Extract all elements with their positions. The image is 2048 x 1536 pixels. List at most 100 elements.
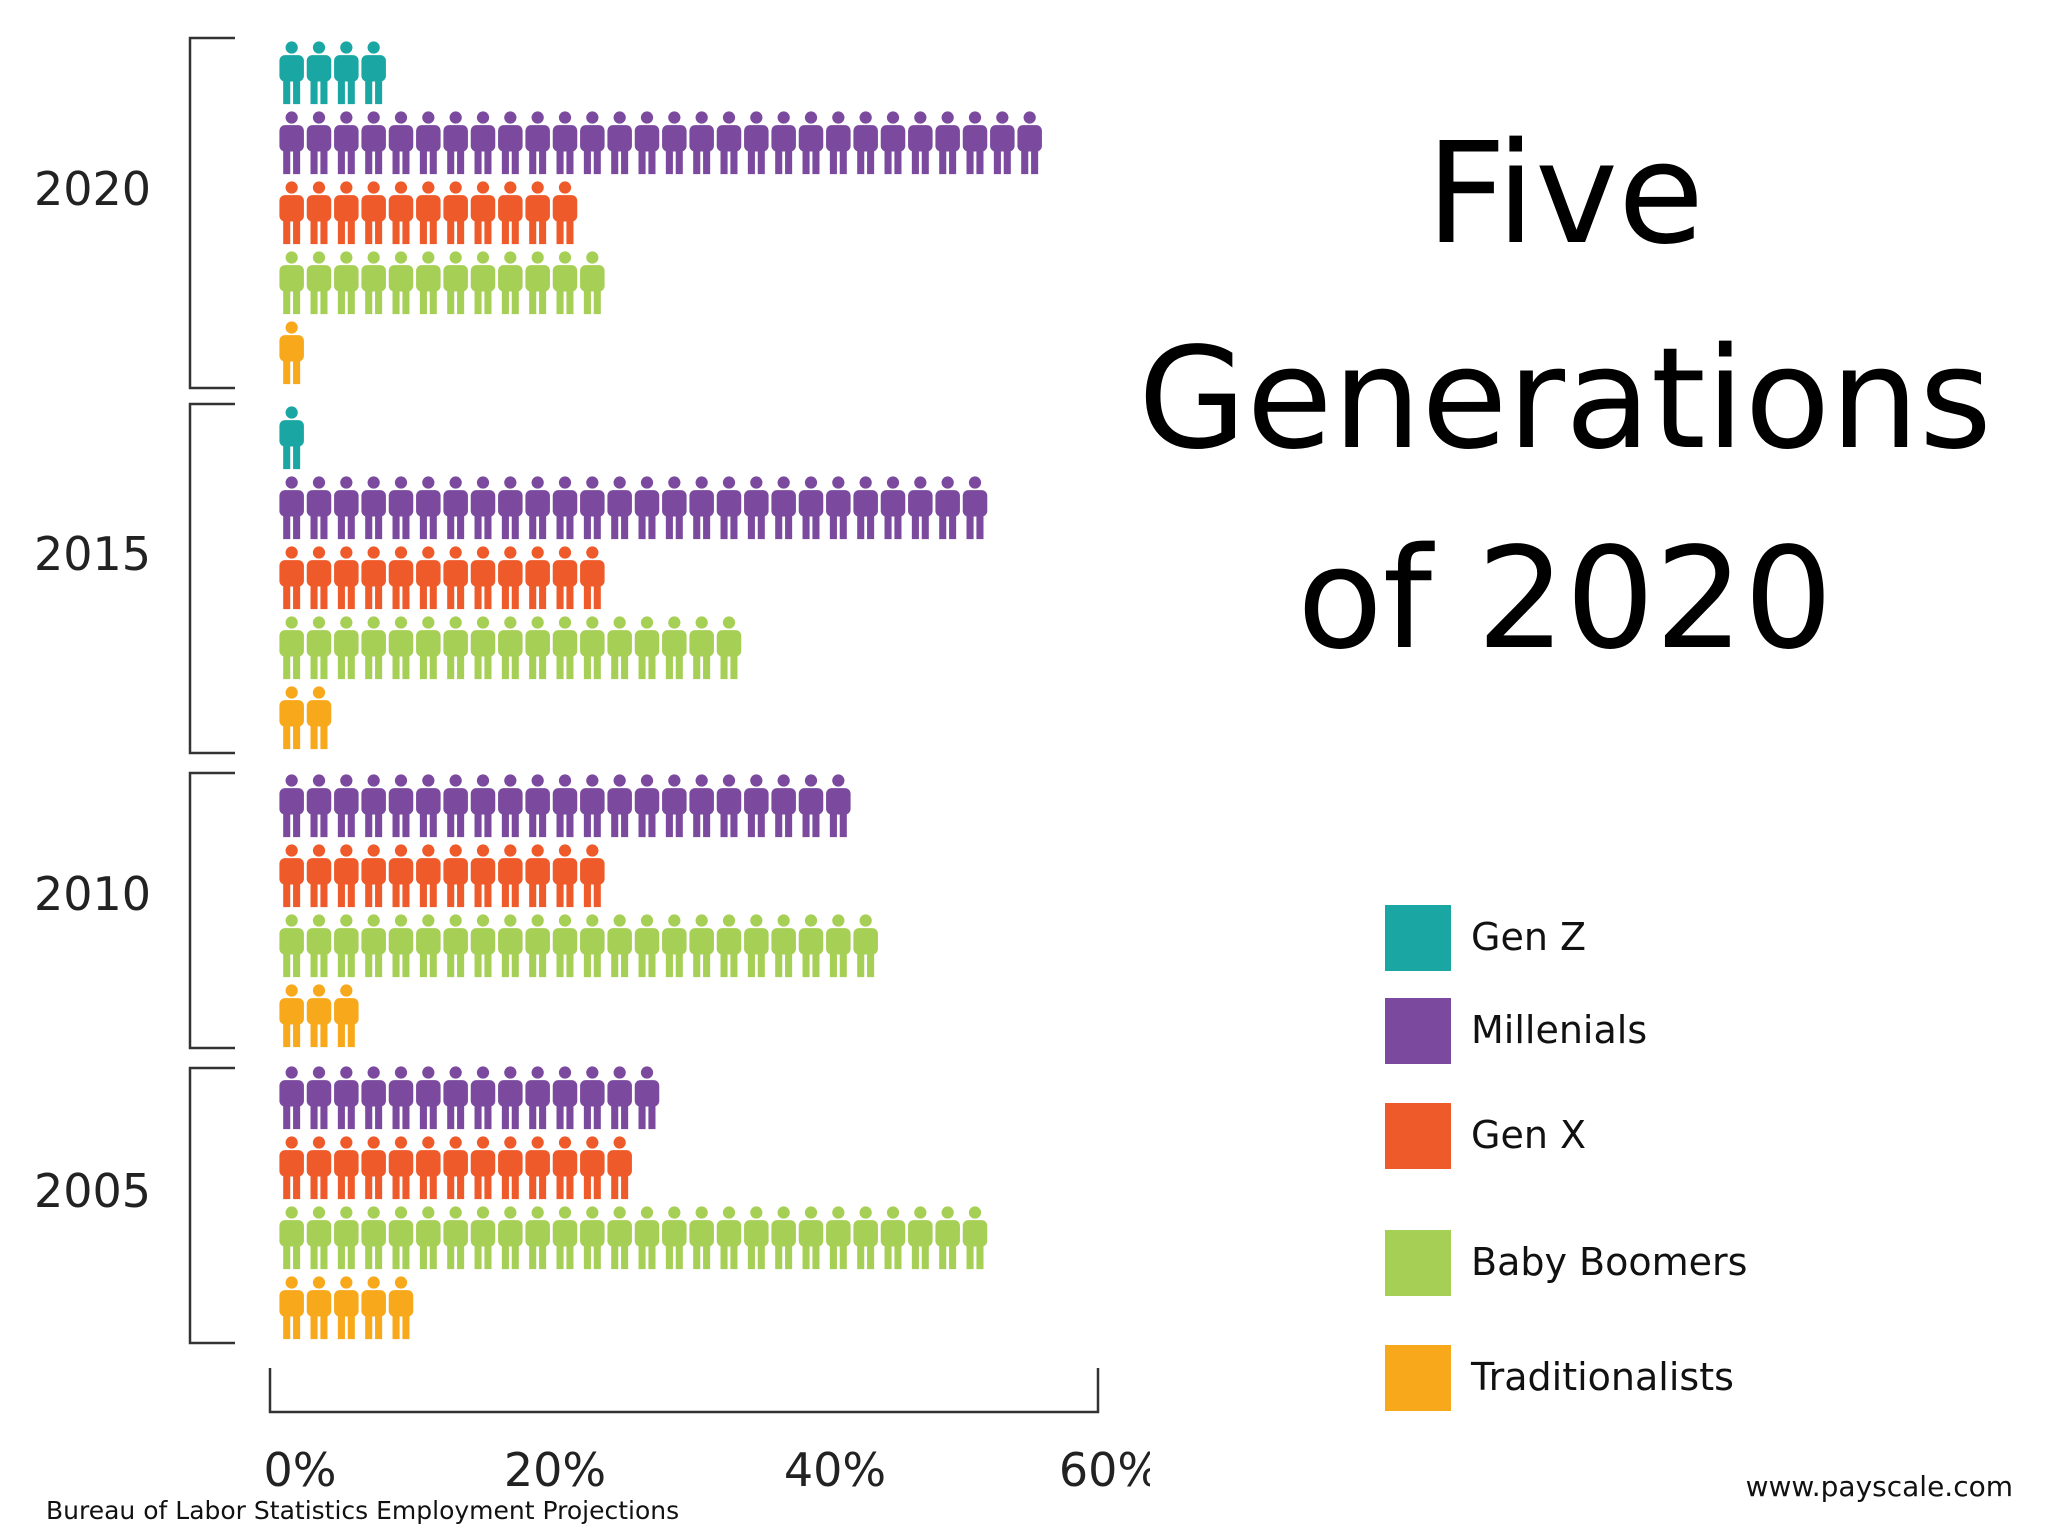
person-icon: [388, 774, 414, 838]
year-label: 2020: [34, 162, 151, 216]
person-icon: [388, 181, 414, 245]
person-icon: [416, 914, 441, 978]
person-icon: [416, 1206, 441, 1270]
person-icon: [798, 476, 824, 540]
person-icon: [443, 476, 468, 540]
legend-swatch-traditionalists: [1385, 1345, 1451, 1411]
person-icon: [443, 251, 468, 315]
person-icon: [470, 1136, 496, 1200]
bar-gen-x: [279, 546, 605, 610]
person-icon: [306, 41, 332, 105]
bar-traditionalists: [279, 1276, 414, 1340]
person-icon: [880, 476, 906, 540]
person-icon: [634, 1206, 660, 1270]
person-icon: [443, 914, 468, 978]
person-icon: [416, 844, 441, 908]
person-icon: [498, 476, 523, 540]
person-icon: [306, 914, 332, 978]
person-icon: [334, 1276, 359, 1340]
x-tick-label: 0%: [264, 1443, 337, 1497]
site-url: www.payscale.com: [1745, 1470, 2013, 1503]
person-icon: [1017, 111, 1042, 175]
legend-item-gen-z: Gen Z: [1385, 905, 1885, 971]
person-icon: [798, 914, 824, 978]
person-icon: [689, 914, 714, 978]
person-icon: [744, 111, 769, 175]
person-icon: [498, 1136, 523, 1200]
person-icon: [306, 984, 332, 1048]
person-icon: [634, 111, 660, 175]
person-icon: [771, 1206, 796, 1270]
person-icon: [552, 111, 578, 175]
person-icon: [279, 41, 304, 105]
person-icon: [416, 181, 441, 245]
person-icon: [306, 111, 332, 175]
person-icon: [443, 1206, 468, 1270]
person-icon: [279, 1206, 304, 1270]
person-icon: [552, 774, 578, 838]
year-label: 2005: [34, 1164, 151, 1218]
title-line-2: Generations: [1138, 318, 1992, 481]
person-icon: [306, 616, 332, 680]
person-icon: [525, 616, 550, 680]
person-icon: [607, 616, 632, 680]
person-icon: [306, 1276, 332, 1340]
person-icon: [634, 616, 660, 680]
person-icon: [580, 844, 605, 908]
person-icon: [853, 111, 878, 175]
person-icon: [744, 1206, 769, 1270]
person-icon: [306, 476, 332, 540]
legend-label-millenials: Millenials: [1471, 1008, 1648, 1052]
person-icon: [525, 111, 550, 175]
person-icon: [580, 546, 605, 610]
person-icon: [361, 914, 386, 978]
pictograph-chart: 2020 2015 2010 2005 0% 20% 40% 60%: [34, 36, 1150, 1497]
legend-swatch-gen-x: [1385, 1103, 1451, 1169]
person-icon: [388, 1206, 414, 1270]
person-icon: [334, 616, 359, 680]
person-icon: [634, 914, 660, 978]
person-icon: [388, 1276, 414, 1340]
person-icon: [361, 251, 386, 315]
person-icon: [634, 476, 660, 540]
person-icon: [443, 1136, 468, 1200]
person-icon: [443, 616, 468, 680]
person-icon: [443, 111, 468, 175]
x-axis: [268, 1368, 1100, 1414]
legend-label-gen-x: Gen X: [1471, 1113, 1587, 1157]
person-icon: [388, 1136, 414, 1200]
legend-item-gen-x: Gen X: [1385, 1103, 1885, 1169]
bar-baby-boomers: [279, 1206, 988, 1270]
person-icon: [880, 111, 906, 175]
person-icon: [935, 476, 960, 540]
person-icon: [470, 546, 496, 610]
person-icon: [716, 774, 742, 838]
year-bracket: [188, 36, 235, 390]
person-icon: [498, 774, 523, 838]
person-icon: [306, 1136, 332, 1200]
person-icon: [334, 1066, 359, 1130]
person-icon: [552, 1066, 578, 1130]
person-icon: [716, 1206, 742, 1270]
person-icon: [771, 111, 796, 175]
person-icon: [935, 1206, 960, 1270]
bar-baby-boomers: [279, 914, 878, 978]
person-icon: [498, 844, 523, 908]
person-icon: [470, 914, 496, 978]
person-icon: [361, 111, 386, 175]
person-icon: [689, 111, 714, 175]
person-icon: [689, 1206, 714, 1270]
person-icon: [388, 1066, 414, 1130]
person-icon: [334, 1136, 359, 1200]
bar-millenials: [279, 476, 988, 540]
legend-item-millenials: Millenials: [1385, 998, 1885, 1064]
person-icon: [361, 476, 386, 540]
person-icon: [607, 1066, 632, 1130]
person-icon: [525, 774, 550, 838]
person-icon: [443, 774, 468, 838]
person-icon: [334, 181, 359, 245]
person-icon: [306, 181, 332, 245]
person-icon: [334, 1206, 359, 1270]
person-icon: [607, 476, 632, 540]
person-icon: [525, 1066, 550, 1130]
